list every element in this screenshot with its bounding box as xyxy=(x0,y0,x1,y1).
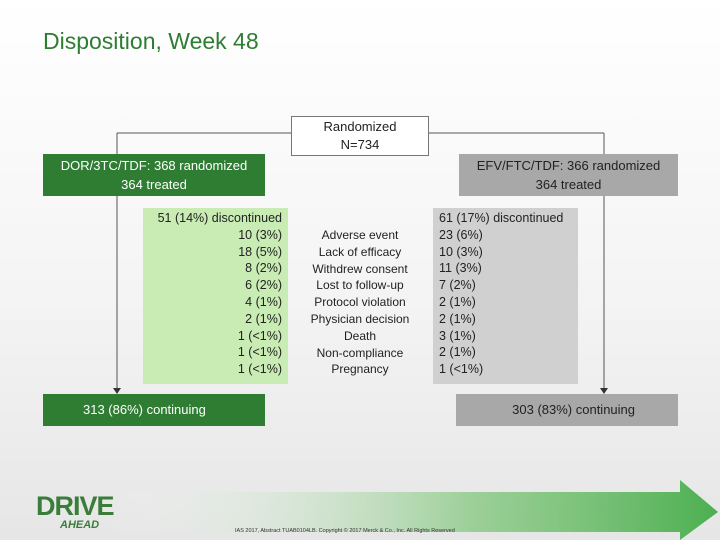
efv-randomized-text: EFV/FTC/TDF: 366 randomized xyxy=(476,158,661,173)
reasons-list: Adverse event Lack of efficacy Withdrew … xyxy=(300,227,420,378)
efv-discontinued-total: 61 (17%) discontinued xyxy=(439,211,564,225)
drive-ahead-logo: DRIVE AHEAD xyxy=(36,491,115,531)
efv-treated-text: 364 treated xyxy=(535,177,602,192)
copyright-footer: IAS 2017, Abstract TUAB0104LB. Copyright… xyxy=(235,528,455,534)
dor-value: 1 (<1%) xyxy=(237,328,282,343)
dor-value: 18 (5%) xyxy=(238,244,282,259)
dor-discontinued-total: 51 (14%) discontinued xyxy=(157,211,282,225)
efv-value: 2 (1%) xyxy=(439,311,476,326)
efv-value: 3 (1%) xyxy=(439,328,476,343)
efv-value: 23 (6%) xyxy=(439,227,483,242)
reason-label: Protocol violation xyxy=(314,295,406,310)
dor-discontinued-box: 51 (14%) discontinued 10 (3%) 18 (5%) 8 … xyxy=(143,208,288,384)
page-title: Disposition, Week 48 xyxy=(43,28,259,54)
reason-label: Pregnancy xyxy=(331,362,389,377)
dor-value: 8 (2%) xyxy=(245,261,282,276)
efv-value: 11 (3%) xyxy=(439,261,482,276)
dor-treated-text: 364 treated xyxy=(121,177,187,192)
reason-label: Physician decision xyxy=(310,311,410,326)
efv-value: 1 (<1%) xyxy=(439,362,484,377)
randomized-label: Randomized xyxy=(323,119,397,134)
efv-value: 10 (3%) xyxy=(439,244,483,259)
efv-continuing-box: 303 (83%) continuing xyxy=(456,394,678,426)
reason-label: Lack of efficacy xyxy=(318,244,402,259)
dor-arm-header: DOR/3TC/TDF: 368 randomized 364 treated xyxy=(43,154,265,196)
efv-value: 7 (2%) xyxy=(439,278,476,293)
logo-sub-text: AHEAD xyxy=(60,519,100,531)
dor-value: 6 (2%) xyxy=(245,278,282,293)
dor-continuing-box: 313 (86%) continuing xyxy=(43,394,265,426)
logo-main-text: DRIVE xyxy=(36,491,115,521)
dor-value: 4 (1%) xyxy=(245,294,282,309)
dor-value: 2 (1%) xyxy=(245,311,282,326)
efv-arm-header: EFV/FTC/TDF: 366 randomized 364 treated xyxy=(459,154,678,196)
randomized-box: Randomized N=734 xyxy=(291,116,429,156)
dor-value: 1 (<1%) xyxy=(237,345,282,360)
reason-label: Withdrew consent xyxy=(312,261,408,276)
reason-label: Lost to follow-up xyxy=(316,278,404,293)
efv-value: 2 (1%) xyxy=(439,345,476,360)
reason-label: Non-compliance xyxy=(316,345,404,360)
efv-discontinued-box: 61 (17%) discontinued 23 (6%) 10 (3%) 11… xyxy=(433,208,578,384)
dor-randomized-text: DOR/3TC/TDF: 368 randomized xyxy=(60,158,248,173)
efv-value: 2 (1%) xyxy=(439,294,476,309)
reason-label: Death xyxy=(343,328,377,343)
dor-value: 10 (3%) xyxy=(238,227,282,242)
dor-value: 1 (<1%) xyxy=(237,362,282,377)
randomized-count: N=734 xyxy=(340,137,380,152)
reason-label: Adverse event xyxy=(321,228,399,242)
